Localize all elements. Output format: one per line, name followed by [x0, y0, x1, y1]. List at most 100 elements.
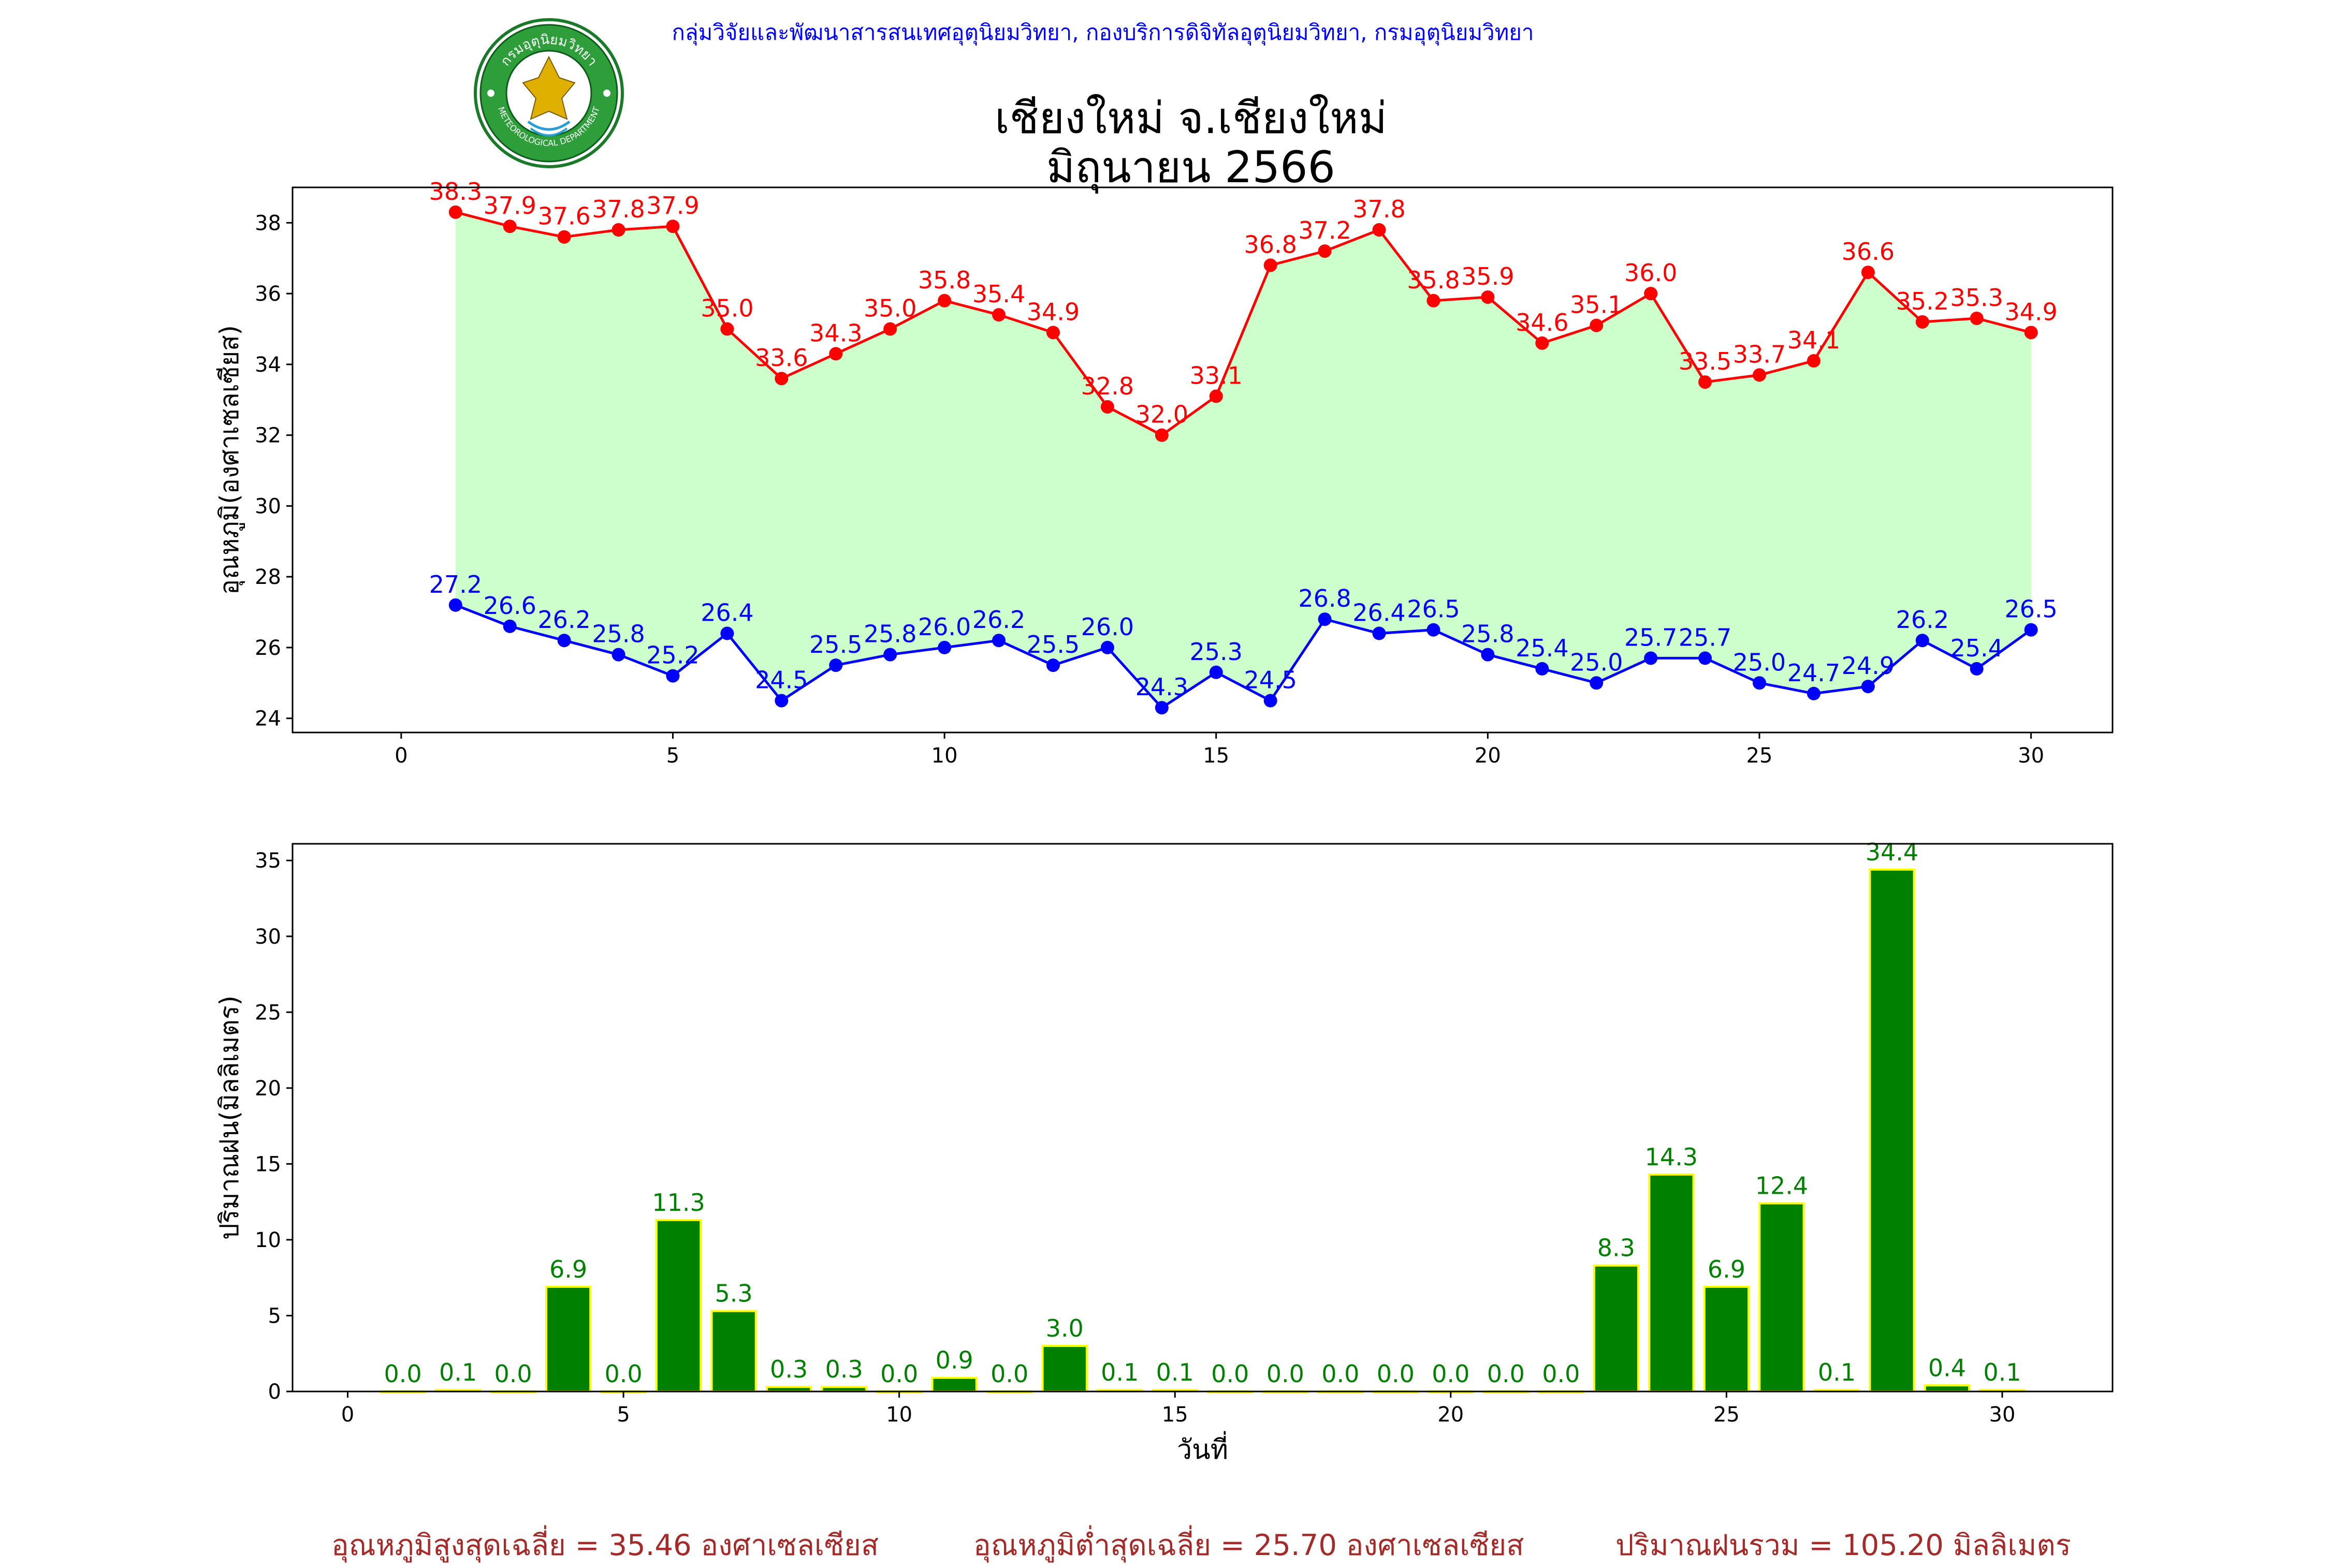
min-temp-point — [1590, 676, 1604, 690]
footer-avg-min-temp: อุณหภูมิต่ำสุดเฉลี่ย = 25.70 องศาเซลเซีย… — [973, 1529, 1524, 1562]
min-temp-data-label: 26.0 — [918, 613, 971, 641]
rain-x-tick-label: 30 — [1989, 1403, 2016, 1427]
rain-data-label: 14.3 — [1645, 1143, 1698, 1171]
min-temp-data-label: 27.2 — [429, 570, 482, 598]
rain-x-axis-label: วันที่ — [1177, 1431, 1228, 1466]
max-temp-data-label: 35.1 — [1570, 291, 1623, 319]
max-temp-point — [938, 294, 952, 307]
max-temp-data-label: 32.0 — [1135, 401, 1188, 429]
rain-data-label: 0.0 — [1377, 1360, 1415, 1388]
max-temp-line — [455, 211, 2032, 437]
max-temp-point — [1535, 336, 1549, 350]
max-temp-data-label: 36.0 — [1624, 259, 1677, 287]
rain-x-tick-label: 15 — [1162, 1403, 1188, 1427]
min-temp-data-label: 26.5 — [1407, 595, 1460, 623]
min-temp-point — [1155, 701, 1169, 715]
rain-data-label: 8.3 — [1597, 1234, 1635, 1262]
rain-bar — [1703, 1285, 1750, 1393]
rain-data-label: 0.0 — [605, 1360, 643, 1388]
temperature-x-tick-label: 20 — [1475, 744, 1501, 768]
min-temp-point — [1209, 665, 1223, 679]
min-temp-point — [1698, 651, 1712, 665]
rain-bar — [1758, 1202, 1805, 1393]
max-temp-point — [1698, 375, 1712, 389]
min-temp-point — [720, 626, 734, 640]
min-temp-point — [448, 598, 462, 612]
min-temp-data-label: 26.2 — [972, 606, 1025, 634]
max-temp-data-label: 34.9 — [1027, 298, 1080, 326]
max-temp-point — [1644, 287, 1658, 301]
rain-data-label: 0.0 — [1487, 1360, 1525, 1388]
min-temp-point — [938, 640, 952, 654]
rain-y-axis-label: ปริมาณฝน(มิลลิเมตร) — [214, 995, 244, 1240]
rain-bar — [1869, 868, 1915, 1393]
max-temp-data-label: 35.3 — [1950, 284, 2003, 312]
max-temp-data-label: 37.9 — [646, 192, 699, 219]
temperature-x-tick-label: 25 — [1746, 744, 1773, 768]
max-temp-data-label: 34.3 — [809, 319, 862, 347]
max-temp-point — [1915, 315, 1929, 329]
min-temp-point — [1263, 694, 1277, 708]
min-temp-data-label: 24.5 — [755, 666, 808, 694]
temperature-x-tick-label: 0 — [395, 744, 407, 768]
rain-data-label: 0.3 — [770, 1355, 808, 1383]
rain-x-tick-label: 5 — [617, 1403, 630, 1427]
rain-y-tick-label: 25 — [255, 1001, 281, 1024]
temperature-y-tick-label: 38 — [255, 211, 281, 235]
rain-y-tick-label: 10 — [255, 1228, 281, 1252]
max-temp-data-label: 37.9 — [483, 192, 536, 219]
max-temp-point — [883, 322, 897, 336]
rain-data-label: 6.9 — [1708, 1255, 1745, 1283]
rain-data-label: 0.0 — [1266, 1360, 1304, 1388]
rain-plot-frame — [292, 843, 2114, 1393]
min-temp-point — [992, 634, 1006, 648]
min-temp-point — [1752, 676, 1766, 690]
min-temp-data-label: 25.8 — [592, 620, 645, 648]
rain-data-label: 12.4 — [1755, 1172, 1808, 1200]
rain-bar — [656, 1219, 702, 1393]
max-temp-point — [611, 223, 625, 237]
rain-bar — [545, 1285, 592, 1393]
min-temp-data-label: 25.8 — [1461, 620, 1514, 648]
rain-data-label: 0.0 — [1542, 1360, 1580, 1388]
min-temp-data-label: 26.4 — [701, 599, 753, 627]
min-temp-point — [611, 648, 625, 662]
min-temp-point — [1970, 662, 1984, 676]
min-temp-point — [829, 658, 843, 672]
max-temp-data-label: 33.7 — [1733, 340, 1786, 368]
rain-data-label: 0.0 — [384, 1360, 421, 1388]
rain-data-label: 34.4 — [1866, 838, 1918, 866]
min-temp-data-label: 24.7 — [1787, 659, 1840, 687]
max-temp-data-label: 35.2 — [1896, 287, 1949, 315]
min-temp-line — [455, 604, 2032, 710]
rain-y-tick-label: 35 — [255, 849, 281, 873]
max-temp-data-label: 35.9 — [1461, 262, 1514, 290]
max-temp-data-label: 33.6 — [755, 344, 808, 372]
temperature-plot-frame — [292, 186, 2114, 734]
rain-y-tick-label: 0 — [268, 1380, 281, 1404]
min-temp-data-label: 26.5 — [2004, 595, 2057, 623]
max-temp-data-label: 34.9 — [2004, 298, 2057, 326]
max-temp-point — [1155, 428, 1169, 442]
rain-data-label: 3.0 — [1046, 1314, 1084, 1342]
max-temp-point — [1100, 400, 1114, 414]
rain-data-label: 0.0 — [494, 1360, 532, 1388]
max-temp-data-label: 37.8 — [592, 195, 645, 223]
max-temp-point — [720, 322, 734, 336]
max-temp-point — [829, 347, 843, 361]
min-temp-point — [666, 669, 680, 683]
min-temp-point — [2024, 623, 2038, 637]
max-temp-data-label: 37.8 — [1352, 195, 1405, 223]
rain-data-label: 0.0 — [1432, 1360, 1469, 1388]
chart-title-month: มิถุนายน 2566 — [1046, 142, 1335, 193]
max-temp-data-label: 36.8 — [1244, 230, 1297, 258]
max-temp-point — [1807, 354, 1821, 368]
rain-data-label: 6.9 — [549, 1255, 587, 1283]
min-temp-data-label: 25.7 — [1624, 623, 1677, 651]
min-temp-data-label: 24.5 — [1244, 666, 1297, 694]
rain-data-label: 5.3 — [715, 1280, 753, 1308]
max-temp-data-label: 38.3 — [429, 178, 482, 206]
temperature-x-tick-label: 10 — [931, 744, 958, 768]
temperature-x-tick-label: 30 — [2018, 744, 2044, 768]
